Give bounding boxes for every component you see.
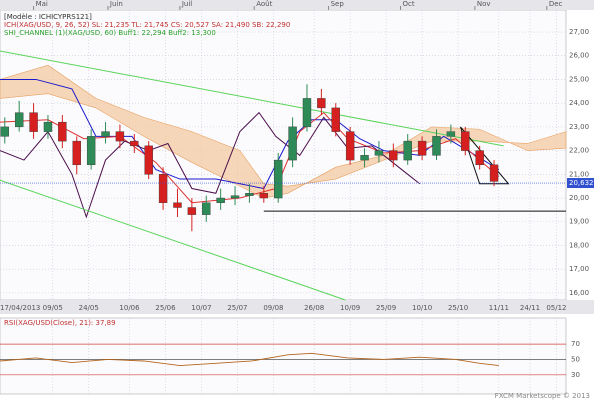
- candle-body: [29, 112, 38, 132]
- x-tick-label: 25/10: [448, 304, 468, 312]
- candle-body: [417, 140, 427, 156]
- x-tick-label: 17/04/2013: [0, 304, 40, 312]
- rsi-level-label: 30: [571, 371, 580, 379]
- x-tick-label: 05/12: [546, 304, 566, 312]
- candle-body: [245, 193, 254, 196]
- candle-body: [43, 121, 53, 132]
- candle-body: [202, 202, 211, 215]
- candle-body: [446, 131, 456, 137]
- rsi-level-label: 70: [571, 340, 580, 348]
- candle-body: [345, 131, 355, 161]
- x-tick-label: 25/09: [376, 304, 396, 312]
- candle-body: [389, 150, 398, 161]
- candle-body: [360, 155, 369, 161]
- y-tick-label: 27,00: [569, 28, 589, 36]
- candle-body: [216, 197, 225, 203]
- x-tick-label: 24/05: [79, 304, 99, 312]
- y-tick-label: 17,00: [569, 265, 589, 273]
- x-tick-label: 09/08: [263, 304, 283, 312]
- indicator-label: SHI_CHANNEL (1)(XAG/USD, 60) Buff1: 22,2…: [4, 29, 216, 37]
- last-price-label: 20,632: [569, 179, 594, 187]
- y-tick-label: 16,00: [569, 289, 589, 297]
- candle-body: [187, 207, 197, 215]
- candle-body: [58, 121, 67, 142]
- y-tick-label: 22,00: [569, 147, 589, 155]
- candle-body: [302, 98, 312, 128]
- month-label: Août: [256, 0, 272, 8]
- indicator-line: [0, 50, 504, 147]
- x-tick-label: 24/11: [520, 304, 540, 312]
- x-tick-label: 10/07: [191, 304, 211, 312]
- month-label: Sep: [331, 0, 345, 8]
- month-label: Dec: [549, 0, 563, 8]
- rsi-level-label: 50: [571, 355, 580, 363]
- y-tick-label: 19,00: [569, 218, 589, 226]
- month-label: Juil: [181, 0, 192, 8]
- last-price-box: [567, 178, 594, 189]
- rsi-line: [0, 352, 499, 367]
- y-tick-label: 20,00: [569, 194, 589, 202]
- x-tick-label: 10/10: [412, 304, 432, 312]
- candle-body: [86, 136, 96, 166]
- candle-body: [489, 164, 499, 182]
- y-tick-label: 21,00: [569, 170, 589, 178]
- indicator-line: [0, 111, 421, 219]
- candle-body: [14, 112, 24, 128]
- candle-body: [259, 193, 269, 199]
- x-tick-label: 10/06: [119, 304, 140, 312]
- x-tick-label: 26/08: [304, 304, 324, 312]
- date-strip: [0, 300, 594, 314]
- month-label: Nov: [477, 0, 491, 8]
- candle-body: [130, 140, 139, 147]
- candle-body: [288, 126, 297, 161]
- y-tick-label: 24,00: [569, 99, 589, 107]
- candle-body: [72, 140, 81, 166]
- candle-body: [173, 202, 182, 208]
- chart-title: [Modèle : ICHICYPRS121]: [4, 13, 92, 21]
- candle-body: [115, 131, 125, 142]
- footer: FXCM Marketscope © 2013: [495, 392, 590, 400]
- x-tick-label: 25/06: [155, 304, 176, 312]
- x-tick-label: 11/11: [489, 304, 509, 312]
- x-tick-label: 10/09: [340, 304, 360, 312]
- month-strip: [0, 0, 594, 10]
- y-tick-label: 23,00: [569, 123, 589, 131]
- candle-body: [144, 145, 153, 175]
- candle-body: [158, 174, 168, 203]
- candle-body: [432, 136, 441, 156]
- x-tick-label: 09/05: [43, 304, 63, 312]
- candle-body: [403, 140, 412, 161]
- candle-body: [101, 131, 110, 137]
- x-tick-label: 25/07: [227, 304, 247, 312]
- month-label: Juin: [109, 0, 123, 8]
- month-label: Oct: [403, 0, 415, 8]
- month-label: Mai: [36, 0, 48, 8]
- y-tick-label: 18,00: [569, 241, 589, 249]
- candle-body: [230, 195, 240, 199]
- candle-body: [374, 150, 384, 156]
- rsi-label: RSI(XAG/USD(Close), 21): 37,89: [4, 319, 116, 327]
- candle-body: [274, 159, 283, 199]
- candle-body: [461, 131, 470, 151]
- y-tick-label: 26,00: [569, 52, 589, 60]
- candle-body: [317, 98, 326, 109]
- indicator-label: ICH(XAG/USD, 9, 26, 52) SL: 21,235 TL: 2…: [4, 21, 290, 29]
- indicator-line: [0, 179, 346, 301]
- candle-body: [331, 107, 340, 132]
- candle-body: [475, 150, 484, 166]
- candle-body: [0, 126, 9, 137]
- y-tick-label: 25,00: [569, 75, 589, 83]
